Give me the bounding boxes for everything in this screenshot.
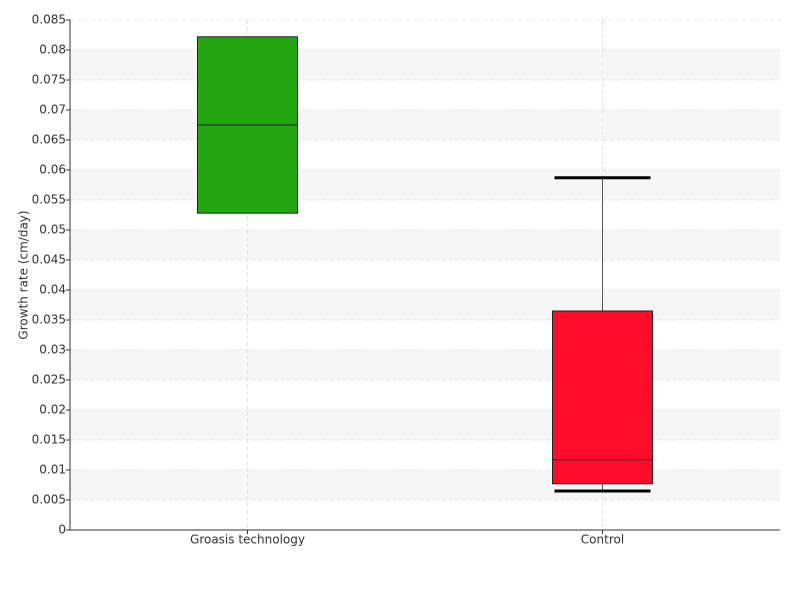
grid-band: [70, 470, 780, 500]
y-tick-label: 0.055: [32, 193, 66, 207]
y-tick-label: 0.065: [32, 133, 66, 147]
y-tick-label: 0.005: [32, 493, 66, 507]
grid-band: [70, 410, 780, 440]
box: [552, 310, 653, 485]
grid-band: [70, 290, 780, 320]
y-tick-label: 0.085: [32, 13, 66, 27]
y-tick-label: 0.04: [39, 283, 66, 297]
y-axis-label: Growth rate (cm/day): [17, 210, 31, 339]
y-tick-label: 0.035: [32, 313, 66, 327]
y-tick-label: 0.045: [32, 253, 66, 267]
y-tick-label: 0.06: [39, 163, 66, 177]
grid-band: [70, 110, 780, 140]
grid-band: [70, 50, 780, 80]
y-tick-label: 0.05: [39, 223, 66, 237]
y-tick-label: 0.08: [39, 43, 66, 57]
x-tick-label: Control: [581, 533, 624, 547]
y-tick-label: 0: [58, 523, 66, 537]
y-tick-label: 0.02: [39, 403, 66, 417]
grid-band: [70, 350, 780, 380]
y-tick-label: 0.07: [39, 103, 66, 117]
y-tick-label: 0.075: [32, 73, 66, 87]
y-tick-label: 0.01: [39, 463, 66, 477]
y-tick-label: 0.015: [32, 433, 66, 447]
grid-band: [70, 170, 780, 200]
x-tick-label: Groasis technology: [190, 533, 305, 547]
y-tick-label: 0.03: [39, 343, 66, 357]
grid-band: [70, 230, 780, 260]
y-tick-label: 0.025: [32, 373, 66, 387]
